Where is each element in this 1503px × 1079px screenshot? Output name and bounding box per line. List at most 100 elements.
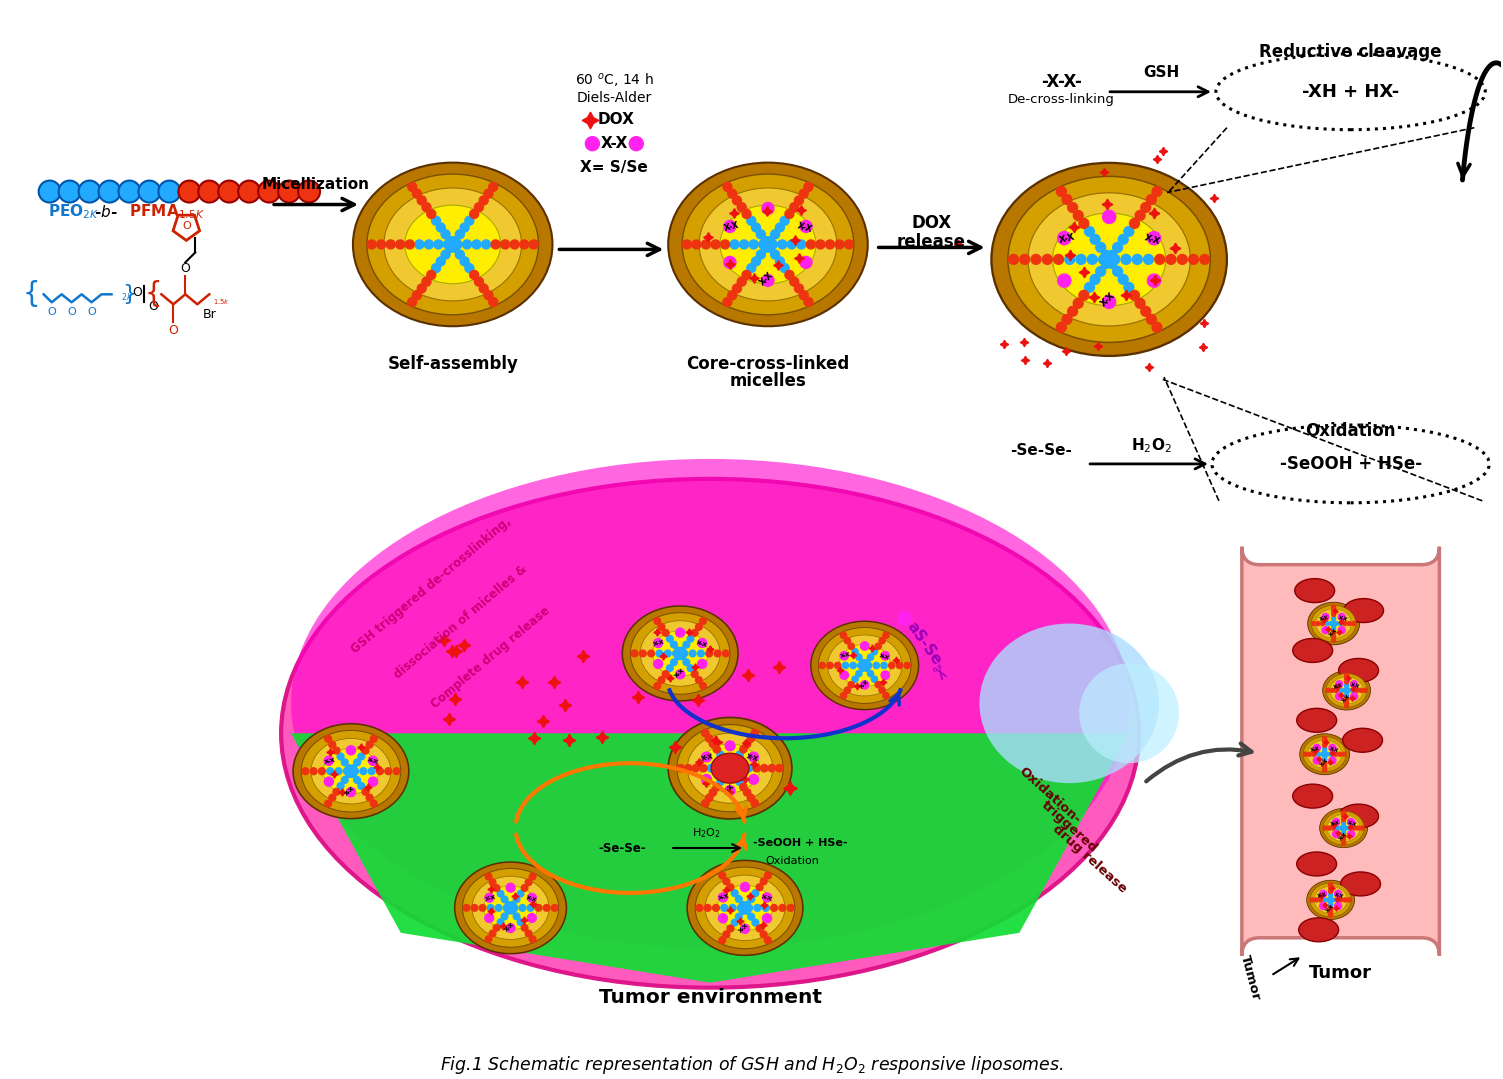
Circle shape [325,736,332,742]
Circle shape [842,663,849,669]
Circle shape [497,890,504,897]
Circle shape [99,180,120,203]
Circle shape [738,904,744,912]
Circle shape [1141,203,1151,213]
Circle shape [761,878,767,885]
Circle shape [631,650,637,657]
Circle shape [1314,745,1320,751]
Circle shape [691,671,697,678]
Circle shape [729,762,735,769]
Circle shape [352,768,359,775]
Ellipse shape [367,174,538,315]
Text: $_{1.5k}$: $_{1.5k}$ [213,298,230,308]
Circle shape [1342,838,1345,842]
Ellipse shape [669,718,792,819]
Circle shape [78,180,101,203]
Circle shape [385,768,392,775]
Circle shape [888,663,894,669]
Circle shape [768,765,776,771]
Circle shape [368,756,377,765]
Text: Fig.1 Schematic representation of GSH and H$_2$O$_2$ responsive liposomes.: Fig.1 Schematic representation of GSH an… [440,1054,1064,1077]
Circle shape [1144,255,1153,264]
Text: X-X: X-X [718,893,730,901]
Circle shape [1135,299,1145,309]
Circle shape [1031,255,1042,264]
Circle shape [709,740,717,748]
Circle shape [487,904,494,911]
Circle shape [1345,697,1348,701]
Circle shape [1323,747,1327,751]
Circle shape [1189,255,1198,264]
Circle shape [739,783,747,791]
Circle shape [488,930,496,937]
Circle shape [739,746,747,753]
Text: X-X: X-X [1338,831,1348,842]
Circle shape [528,893,537,902]
Circle shape [1314,757,1320,764]
Ellipse shape [383,188,522,301]
Circle shape [358,753,365,760]
Circle shape [727,189,736,199]
Circle shape [736,751,742,759]
Circle shape [1345,677,1348,681]
Circle shape [702,240,711,249]
Text: X-X: X-X [1320,757,1330,768]
Circle shape [1329,883,1333,887]
Circle shape [1147,194,1156,204]
Circle shape [742,209,752,218]
Circle shape [666,636,673,642]
Circle shape [1063,314,1072,325]
Circle shape [585,137,600,151]
Ellipse shape [1326,673,1368,707]
Circle shape [1348,819,1354,825]
Ellipse shape [1297,852,1336,876]
Ellipse shape [1306,880,1354,919]
Text: X-X: X-X [344,786,356,797]
Circle shape [427,271,436,279]
Circle shape [744,789,752,796]
Circle shape [738,203,745,211]
Text: {: { [23,281,41,309]
Circle shape [858,663,864,669]
Circle shape [724,786,735,795]
Circle shape [682,641,690,648]
Circle shape [407,298,416,306]
Circle shape [1360,827,1365,830]
Circle shape [1329,889,1333,893]
Ellipse shape [1335,681,1359,700]
Circle shape [1102,250,1111,260]
Circle shape [861,642,869,651]
Circle shape [702,775,711,784]
Text: X-X: X-X [484,894,496,902]
Text: X-X: X-X [1350,683,1360,691]
Text: DOX: DOX [911,215,951,232]
Circle shape [1324,752,1329,756]
Circle shape [753,765,761,771]
Circle shape [431,216,440,226]
Circle shape [732,756,739,764]
Ellipse shape [1320,890,1342,910]
Circle shape [767,236,776,246]
Circle shape [1345,673,1348,678]
Circle shape [517,890,525,897]
Circle shape [663,629,669,637]
Circle shape [687,665,694,671]
Circle shape [657,650,663,657]
Circle shape [519,904,526,911]
Circle shape [706,650,712,657]
Circle shape [654,659,663,668]
Circle shape [1151,187,1162,196]
Circle shape [1323,757,1327,762]
Circle shape [696,624,702,630]
Circle shape [543,904,550,911]
Circle shape [1124,283,1133,292]
Circle shape [866,663,872,669]
Circle shape [1345,700,1348,705]
Circle shape [1332,627,1336,631]
Text: H$_2$O$_2$: H$_2$O$_2$ [1130,437,1171,455]
Text: X-X: X-X [858,679,870,689]
Circle shape [1064,255,1075,264]
Circle shape [860,665,866,671]
Circle shape [762,274,774,286]
Circle shape [800,189,809,199]
